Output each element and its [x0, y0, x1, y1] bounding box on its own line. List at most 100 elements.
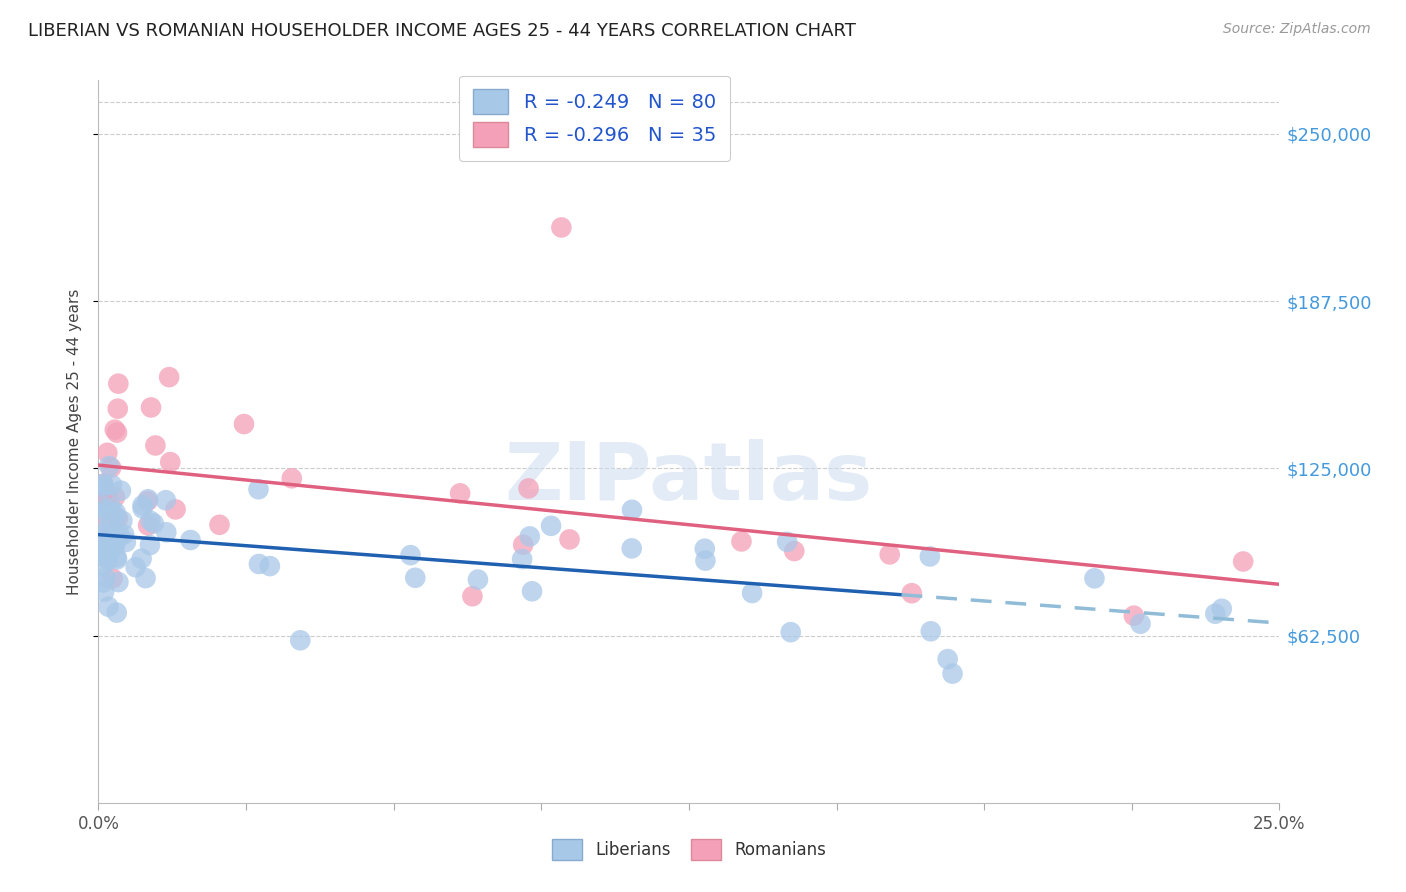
Point	[94, 570, 117, 584]
Point	[91, 524, 114, 539]
Point	[1122, 608, 1144, 623]
Point	[233, 417, 256, 431]
Point	[1129, 616, 1152, 631]
Point	[449, 486, 471, 500]
Point	[91, 505, 114, 519]
Point	[695, 553, 717, 567]
Point	[550, 220, 572, 235]
Point	[1204, 607, 1226, 621]
Point	[91, 542, 114, 557]
Point	[107, 401, 129, 416]
Point	[519, 529, 541, 543]
Point	[259, 559, 281, 574]
Point	[136, 492, 159, 507]
Point	[97, 552, 120, 566]
Point	[93, 584, 115, 599]
Point	[145, 438, 167, 452]
Point	[1232, 554, 1254, 568]
Point	[91, 501, 114, 516]
Point	[180, 533, 202, 547]
Point	[540, 518, 562, 533]
Point	[467, 573, 489, 587]
Point	[98, 527, 121, 541]
Point	[1083, 571, 1105, 585]
Point	[105, 550, 128, 565]
Point	[941, 666, 963, 681]
Point	[93, 536, 115, 550]
Point	[558, 533, 581, 547]
Point	[107, 575, 129, 590]
Text: Source: ZipAtlas.com: Source: ZipAtlas.com	[1223, 22, 1371, 37]
Point	[131, 551, 153, 566]
Point	[620, 541, 643, 556]
Point	[96, 489, 118, 503]
Point	[91, 541, 114, 555]
Legend: Liberians, Romanians: Liberians, Romanians	[546, 832, 832, 867]
Point	[91, 485, 114, 500]
Point	[741, 586, 763, 600]
Point	[208, 517, 231, 532]
Point	[91, 516, 114, 530]
Point	[136, 494, 159, 508]
Point	[247, 482, 270, 496]
Point	[404, 571, 426, 585]
Point	[98, 458, 121, 473]
Point	[107, 511, 129, 525]
Point	[98, 517, 121, 532]
Point	[510, 552, 533, 566]
Point	[290, 633, 312, 648]
Point	[101, 478, 124, 492]
Point	[110, 483, 132, 498]
Point	[139, 514, 162, 528]
Point	[104, 538, 127, 552]
Point	[100, 500, 122, 515]
Point	[96, 446, 118, 460]
Point	[91, 482, 114, 496]
Point	[98, 533, 121, 548]
Point	[104, 506, 127, 520]
Point	[512, 538, 534, 552]
Point	[105, 552, 128, 566]
Point	[779, 625, 801, 640]
Point	[517, 482, 540, 496]
Point	[91, 529, 114, 543]
Point	[97, 599, 120, 614]
Point	[104, 423, 127, 437]
Point	[155, 493, 177, 508]
Point	[105, 510, 128, 524]
Point	[115, 535, 138, 549]
Point	[920, 624, 942, 639]
Point	[1211, 601, 1233, 615]
Point	[281, 471, 304, 485]
Point	[108, 529, 131, 543]
Point	[520, 584, 543, 599]
Point	[620, 503, 643, 517]
Point	[104, 490, 127, 504]
Point	[131, 498, 153, 512]
Point	[139, 538, 162, 552]
Point	[165, 502, 187, 516]
Point	[105, 606, 128, 620]
Point	[879, 548, 901, 562]
Point	[136, 518, 159, 533]
Point	[91, 533, 114, 548]
Point	[730, 534, 752, 549]
Point	[91, 476, 114, 491]
Point	[97, 531, 120, 545]
Point	[776, 534, 799, 549]
Point	[91, 558, 114, 573]
Point	[100, 460, 122, 475]
Point	[97, 552, 120, 566]
Point	[135, 571, 157, 585]
Point	[399, 548, 422, 562]
Point	[900, 586, 922, 600]
Point	[918, 549, 941, 564]
Point	[91, 575, 114, 590]
Point	[155, 525, 177, 540]
Point	[693, 541, 716, 556]
Point	[159, 455, 181, 469]
Point	[112, 527, 135, 541]
Point	[96, 490, 118, 504]
Text: ZIPatlas: ZIPatlas	[505, 439, 873, 516]
Text: LIBERIAN VS ROMANIAN HOUSEHOLDER INCOME AGES 25 - 44 YEARS CORRELATION CHART: LIBERIAN VS ROMANIAN HOUSEHOLDER INCOME …	[28, 22, 856, 40]
